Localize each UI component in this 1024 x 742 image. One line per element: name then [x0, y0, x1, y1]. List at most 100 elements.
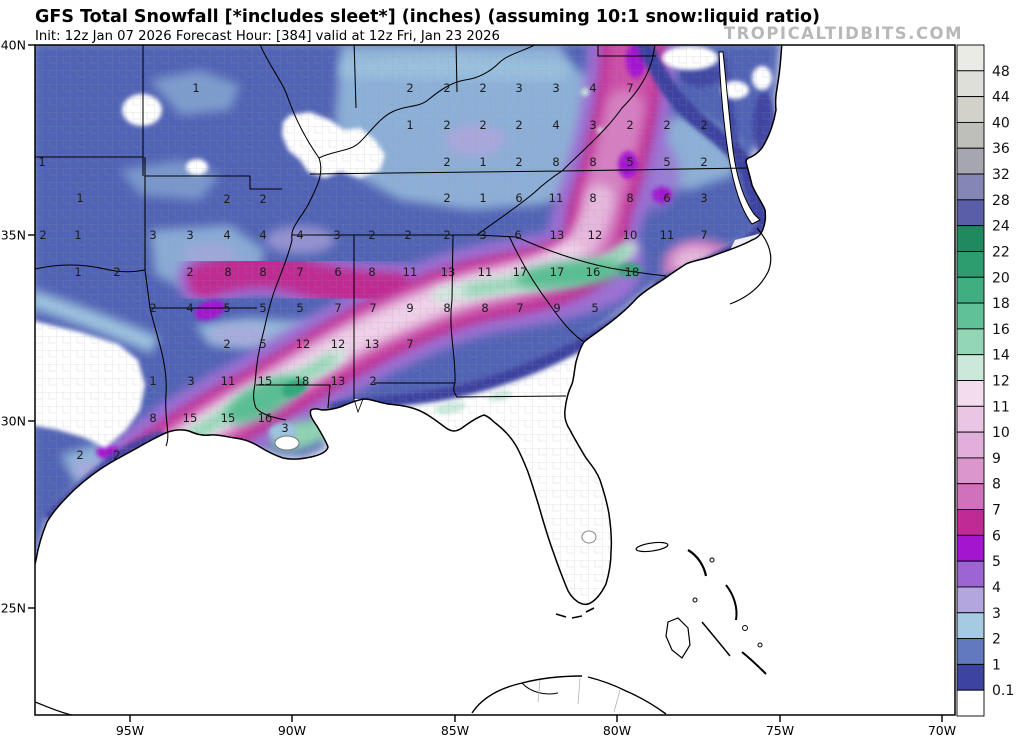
colorbar-label: 20	[992, 270, 1010, 286]
lon-tick-label: 85W	[441, 723, 469, 738]
colorbar-cell	[956, 276, 985, 304]
colorbar-cell	[956, 509, 985, 536]
grid-value: 5	[626, 155, 633, 169]
grid-value: 17	[550, 265, 565, 279]
grid-value: 7	[700, 228, 707, 242]
grid-value: 8	[552, 155, 559, 169]
grid-value: 16	[258, 411, 273, 425]
grid-value: 2	[479, 81, 486, 95]
lake-okeechobee	[581, 530, 597, 544]
grid-value: 15	[258, 374, 273, 388]
grid-value: 4	[589, 81, 596, 95]
colorbar-cell	[956, 354, 985, 381]
colorbar-cell	[956, 70, 985, 98]
state-borders	[35, 45, 749, 447]
grid-value: 3	[700, 191, 707, 205]
grid-value: 3	[187, 374, 194, 388]
grid-value: 6	[663, 191, 670, 205]
grid-value: 5	[223, 301, 230, 315]
grid-value: 10	[623, 228, 638, 242]
grid-value: 1	[74, 228, 81, 242]
colorbar-label: 1	[992, 657, 1001, 673]
grid-value: 2	[443, 228, 450, 242]
grid-value: 18	[295, 374, 310, 388]
grid-value: 11	[221, 374, 236, 388]
grid-value: 12	[588, 228, 603, 242]
colorbar-cell	[956, 380, 985, 407]
colorbar-cell	[956, 663, 985, 691]
grid-value: 8	[589, 155, 596, 169]
grid-value: 3	[186, 228, 193, 242]
grid-value: 5	[259, 337, 266, 351]
colorbar-label: 2	[992, 632, 1001, 648]
grid-value: 2	[406, 81, 413, 95]
grid-value: 1	[192, 81, 199, 95]
lon-tick-label: 80W	[603, 723, 631, 738]
colorbar-label: 28	[992, 193, 1010, 209]
plot-frame	[34, 44, 956, 716]
colorbar-cell	[956, 173, 985, 201]
grid-value: 13	[331, 374, 346, 388]
grid-value: 2	[404, 228, 411, 242]
grid-value: 2	[223, 337, 230, 351]
grid-value: 2	[663, 118, 670, 132]
colorbar-cell	[956, 302, 985, 330]
mobile-bay	[353, 398, 364, 414]
grid-value: 1	[74, 265, 81, 279]
grid-value: 5	[259, 301, 266, 315]
grid-value: 9	[406, 301, 413, 315]
grid-value: 2	[149, 301, 156, 315]
lat-tick-label: 40N	[1, 38, 26, 53]
grid-value: 13	[441, 265, 456, 279]
colorbar-cell	[956, 405, 985, 433]
grid-value: 13	[550, 228, 565, 242]
grid-value: 11	[660, 228, 675, 242]
grid-value: 2	[369, 374, 376, 388]
grid-value: 4	[259, 228, 266, 242]
grid-value: 6	[515, 191, 522, 205]
colorbar-label: 5	[992, 554, 1001, 570]
grid-value: 2	[700, 155, 707, 169]
grid-value: 4	[186, 301, 193, 315]
chesapeake-bay	[718, 51, 761, 225]
colorbar-cell	[956, 44, 985, 72]
grid-value: 2	[76, 448, 83, 462]
grid-value: 7	[369, 301, 376, 315]
grid-value: 3	[589, 118, 596, 132]
grid-value: 12	[296, 337, 311, 351]
colorbar-label: 10	[992, 425, 1010, 441]
grid-value: 1	[149, 374, 156, 388]
grid-value: 2	[259, 192, 266, 206]
lat-tick-label: 35N	[1, 228, 26, 243]
colorbar-label: 18	[992, 296, 1010, 312]
grid-value: 7	[406, 337, 413, 351]
lake-pontchartrain	[274, 435, 300, 451]
grid-value: 2	[479, 118, 486, 132]
colorbar-label: 8	[992, 477, 1001, 493]
colorbar-cell	[956, 560, 985, 588]
lon-tick-label: 90W	[278, 723, 306, 738]
colorbar-cell	[956, 638, 985, 665]
colorbar-label: 48	[992, 64, 1010, 80]
grid-value: 18	[625, 265, 640, 279]
colorbar-label: 40	[992, 115, 1010, 131]
colorbar-label: 36	[992, 141, 1010, 157]
grid-value: 1	[406, 118, 413, 132]
colorbar-label: 0.1	[992, 683, 1014, 699]
grid-value: 2	[443, 191, 450, 205]
grid-value: 13	[365, 337, 380, 351]
grid-value: 4	[223, 228, 230, 242]
grid-value: 2	[626, 118, 633, 132]
colorbar-label: 22	[992, 244, 1010, 260]
lon-tick-label: 75W	[766, 723, 794, 738]
colorbar-label: 12	[992, 374, 1010, 390]
colorbar-label: 4	[992, 580, 1001, 596]
colorbar-label: 7	[992, 503, 1001, 519]
grid-value: 7	[334, 301, 341, 315]
colorbar-label: 16	[992, 322, 1010, 338]
grid-value: 4	[296, 228, 303, 242]
longitude-axis: 95W 90W 85W 80W 75W 70W	[116, 715, 956, 738]
grid-value: 2	[700, 118, 707, 132]
colorbar-cell	[956, 96, 985, 123]
